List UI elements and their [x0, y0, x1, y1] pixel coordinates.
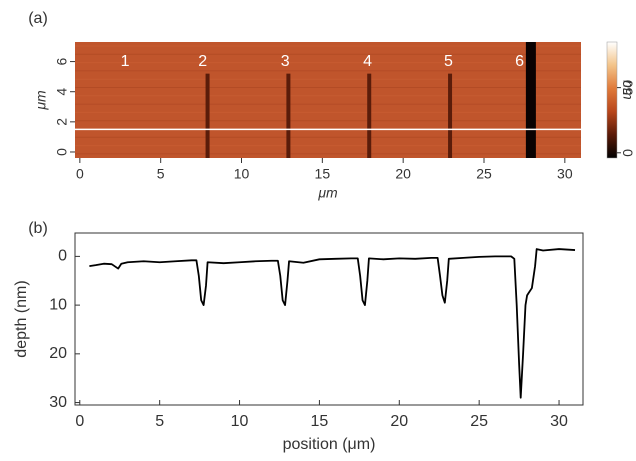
trench [367, 73, 372, 158]
trench [286, 73, 291, 158]
trench-label: 5 [444, 53, 453, 70]
y-tick-label: 20 [49, 345, 67, 362]
x-tick-label: 10 [234, 166, 250, 182]
trench-label: 4 [363, 53, 372, 70]
trench-label: 1 [121, 53, 130, 70]
x-tick-label: 25 [470, 413, 488, 430]
x-axis-label: μm [317, 185, 338, 201]
trench-label: 3 [281, 53, 290, 70]
colorbar-tick-label: 50 [620, 80, 636, 96]
x-tick-label: 0 [76, 166, 84, 182]
y-tick-label: 4 [54, 88, 70, 96]
x-tick-label: 30 [550, 413, 568, 430]
y-tick-label: 6 [54, 57, 70, 65]
y-axis-label: depth (nm) [13, 280, 30, 357]
colorbar-label: nm [620, 80, 636, 100]
x-tick-label: 0 [75, 413, 84, 430]
y-tick-label: 0 [58, 248, 67, 265]
x-tick-label: 10 [231, 413, 249, 430]
afm-image [75, 42, 581, 158]
colorbar [606, 41, 618, 159]
panel-label: (b) [28, 220, 48, 237]
x-axis-label: position (μm) [283, 436, 376, 453]
y-tick-label: 0 [54, 148, 70, 156]
trench [448, 73, 453, 158]
x-tick-label: 15 [315, 166, 331, 182]
x-tick-label: 5 [155, 413, 164, 430]
x-tick-label: 20 [395, 166, 411, 182]
panel-label: (a) [28, 10, 48, 27]
y-axis-label: μm [33, 90, 49, 111]
trench-label: 6 [515, 53, 524, 70]
depth-profile [89, 248, 576, 399]
x-tick-label: 15 [311, 413, 329, 430]
y-tick-label: 2 [54, 118, 70, 126]
x-tick-label: 25 [476, 166, 492, 182]
plot-frame [74, 232, 584, 406]
x-tick-label: 30 [557, 166, 573, 182]
x-tick-label: 20 [390, 413, 408, 430]
trench-label: 2 [198, 53, 207, 70]
x-tick-label: 5 [157, 166, 165, 182]
colorbar-tick-label: 0 [620, 149, 636, 157]
y-tick-label: 10 [49, 296, 67, 313]
trench [525, 42, 536, 158]
trench [205, 73, 210, 158]
y-tick-label: 30 [49, 394, 67, 411]
